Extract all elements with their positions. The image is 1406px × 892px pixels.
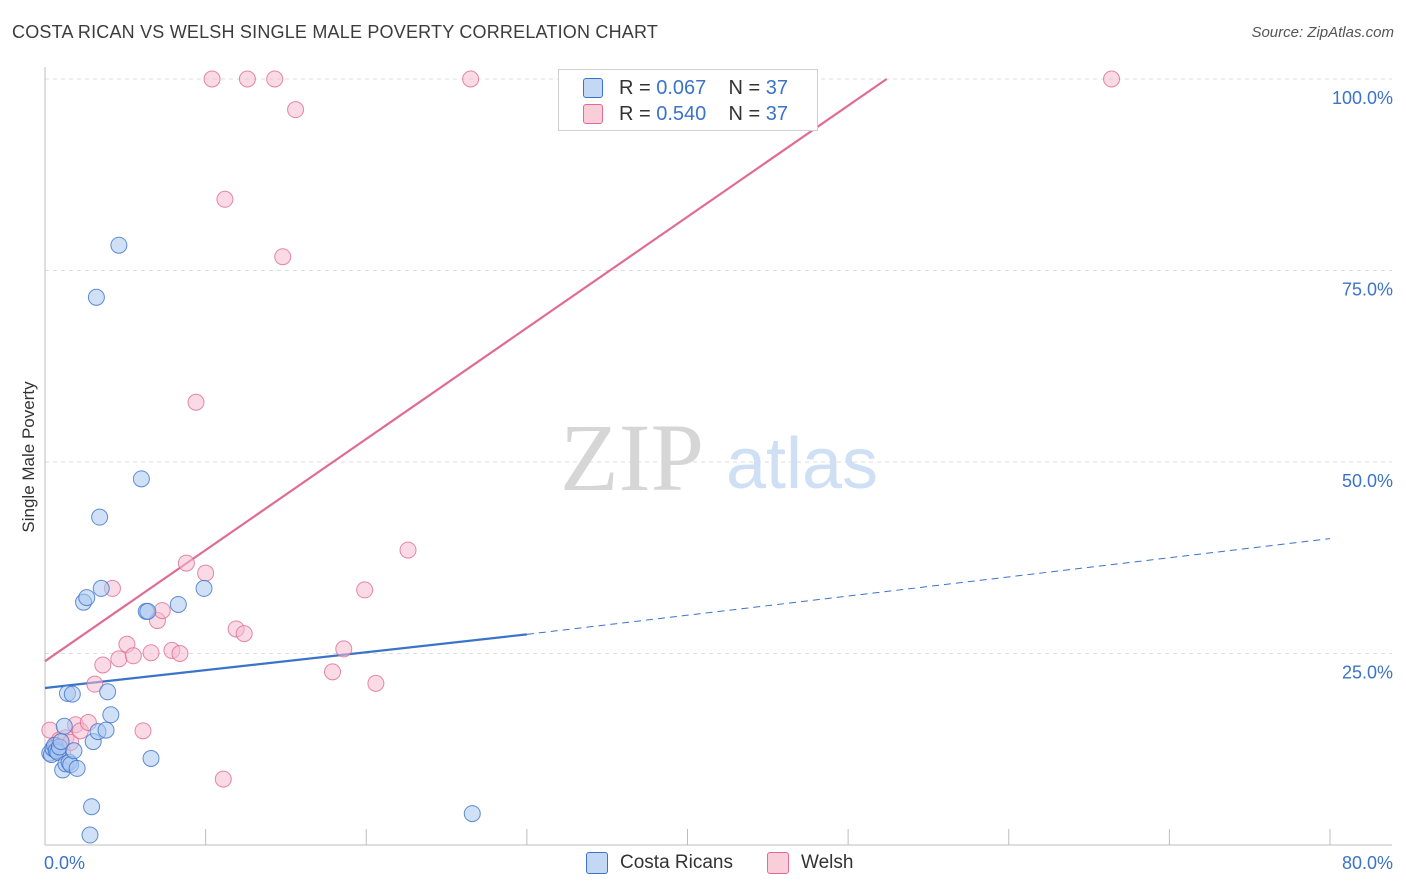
legend-n-value: 37 xyxy=(765,76,789,99)
y-tick-label: 100.0% xyxy=(1332,88,1393,108)
trend-lines xyxy=(44,78,1331,690)
point-welsh xyxy=(177,554,195,572)
x-tick-label: 80.0% xyxy=(1342,853,1393,873)
point-welsh xyxy=(124,647,142,665)
point-costa-ricans xyxy=(81,826,99,844)
legend-r-value: 0.067 xyxy=(656,76,707,99)
y-axis-label: Single Male Poverty xyxy=(19,381,38,533)
legend-item-costa-ricans: Costa Ricans xyxy=(586,852,733,874)
point-welsh xyxy=(399,541,417,559)
point-welsh xyxy=(287,101,305,119)
legend-swatch-blue xyxy=(583,78,603,98)
axes xyxy=(44,67,1392,846)
point-costa-ricans xyxy=(83,798,101,816)
y-tick-label: 50.0% xyxy=(1342,471,1393,491)
point-costa-ricans xyxy=(169,595,187,613)
point-welsh xyxy=(274,248,292,266)
legend-swatch-blue xyxy=(586,852,608,874)
legend-label-costa-ricans: Costa Ricans xyxy=(620,852,733,873)
chart-title: COSTA RICAN VS WELSH SINGLE MALE POVERTY… xyxy=(12,22,659,42)
gridlines xyxy=(45,78,1392,654)
point-welsh xyxy=(266,70,284,88)
point-costa-ricans xyxy=(139,602,157,620)
point-welsh xyxy=(462,70,480,88)
point-welsh xyxy=(171,645,189,662)
point-costa-ricans xyxy=(132,470,150,488)
point-costa-ricans xyxy=(91,508,109,526)
legend-row-costa-ricans: R = 0.067 N = 37 xyxy=(583,75,789,101)
point-welsh xyxy=(197,564,215,582)
legend-swatch-pink xyxy=(767,852,789,874)
legend-n-label: N = xyxy=(728,76,766,99)
point-welsh xyxy=(110,650,128,668)
point-costa-ricans xyxy=(102,706,120,724)
point-costa-ricans xyxy=(99,683,117,701)
tick-labels: 25.0% 50.0% 75.0% 100.0% 0.0% 80.0% xyxy=(44,88,1393,873)
trend-line-costa-ricans xyxy=(44,633,527,690)
correlation-legend: R = 0.067 N = 37 R = 0.540 N = 37 xyxy=(558,69,818,131)
point-costa-ricans xyxy=(92,579,110,597)
watermark-zip: ZIP xyxy=(560,404,704,511)
point-welsh xyxy=(153,602,171,620)
legend-r-value: 0.540 xyxy=(656,102,707,125)
point-welsh xyxy=(335,640,353,658)
point-costa-ricans xyxy=(63,685,81,703)
point-welsh xyxy=(356,581,374,599)
point-welsh xyxy=(324,663,342,681)
legend-n-label: N = xyxy=(728,102,766,125)
point-welsh xyxy=(94,656,112,674)
legend-swatch-pink xyxy=(583,104,603,124)
series-legend: Costa Ricans Welsh xyxy=(0,852,1406,878)
legend-row-welsh: R = 0.540 N = 37 xyxy=(583,101,789,127)
source-label: Source: ZipAtlas.com xyxy=(1251,24,1394,41)
point-welsh xyxy=(214,770,232,788)
point-costa-ricans xyxy=(87,288,105,306)
legend-r-label: R = xyxy=(619,102,657,125)
point-costa-ricans xyxy=(463,805,481,823)
point-welsh xyxy=(86,675,104,693)
watermark-atlas: atlas xyxy=(726,424,878,504)
y-tick-label: 75.0% xyxy=(1342,280,1393,300)
legend-item-welsh: Welsh xyxy=(767,852,853,874)
point-costa-ricans xyxy=(142,749,160,767)
trend-line-costa-ricans-extension xyxy=(526,538,1331,635)
data-points xyxy=(41,70,1121,844)
point-costa-ricans xyxy=(110,236,128,254)
point-welsh xyxy=(187,393,205,411)
point-welsh xyxy=(367,674,385,692)
point-costa-ricans xyxy=(65,742,83,760)
legend-n-value: 37 xyxy=(765,102,789,125)
point-costa-ricans xyxy=(68,759,86,777)
point-costa-ricans xyxy=(78,589,96,607)
point-welsh xyxy=(203,70,221,88)
legend-r-label: R = xyxy=(619,76,657,99)
point-welsh xyxy=(235,625,253,643)
point-welsh xyxy=(216,190,234,208)
point-welsh xyxy=(142,644,160,662)
y-tick-label: 25.0% xyxy=(1342,663,1393,683)
point-costa-ricans xyxy=(55,717,73,735)
legend-label-welsh: Welsh xyxy=(801,852,854,873)
trend-line-welsh xyxy=(44,78,888,663)
point-costa-ricans xyxy=(195,579,213,597)
point-welsh xyxy=(1103,70,1121,88)
x-tick-label: 0.0% xyxy=(44,853,85,873)
point-welsh xyxy=(134,722,152,740)
point-costa-ricans xyxy=(97,721,115,739)
point-welsh xyxy=(238,70,256,88)
